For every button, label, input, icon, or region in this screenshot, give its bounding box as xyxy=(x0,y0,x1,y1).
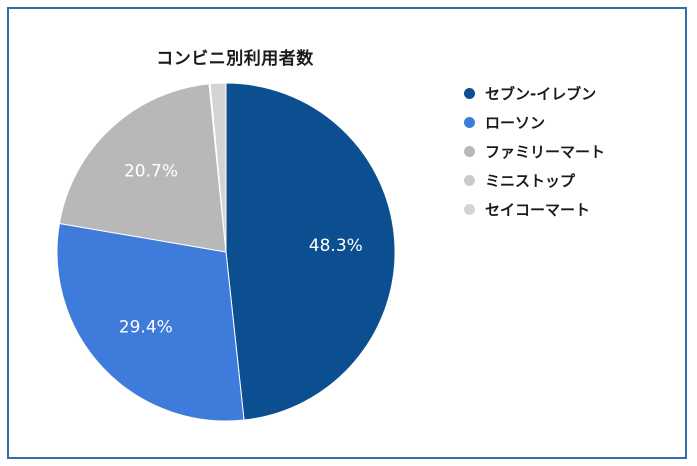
pie-slice xyxy=(225,82,396,421)
legend-label: ミニストップ xyxy=(485,172,576,190)
legend-item: セイコーマート xyxy=(464,195,605,224)
legend: セブン-イレブン ローソンファミリーマート ミニストップ セイコーマート xyxy=(464,79,605,224)
legend-label: ファミリーマート xyxy=(485,143,606,161)
pie-slice xyxy=(56,222,245,422)
legend-swatch xyxy=(464,204,475,215)
pie-slices xyxy=(56,82,396,422)
legend-item: セブン-イレブン xyxy=(464,79,605,108)
legend-swatch xyxy=(464,175,475,186)
pie-data-label: 29.4% xyxy=(119,317,173,337)
legend-item: ミニストップ xyxy=(464,166,605,195)
pie-data-label: 20.7% xyxy=(124,162,178,182)
legend-item: ローソン xyxy=(464,108,605,137)
legend-item: ファミリーマート xyxy=(464,137,605,166)
legend-label: セブン-イレブン xyxy=(485,85,597,103)
pie-slice xyxy=(58,83,227,253)
pie-slice xyxy=(209,82,227,253)
legend-swatch xyxy=(464,146,475,157)
legend-label: ローソン xyxy=(485,114,546,132)
legend-swatch xyxy=(464,117,475,128)
pie-data-label: 48.3% xyxy=(309,236,363,256)
legend-swatch xyxy=(464,88,475,99)
pie-data-labels: 48.3% 29.4% 20.7% xyxy=(119,162,363,338)
chart-title: コンビニ別利用者数 xyxy=(156,49,314,69)
legend-label: セイコーマート xyxy=(485,201,591,219)
